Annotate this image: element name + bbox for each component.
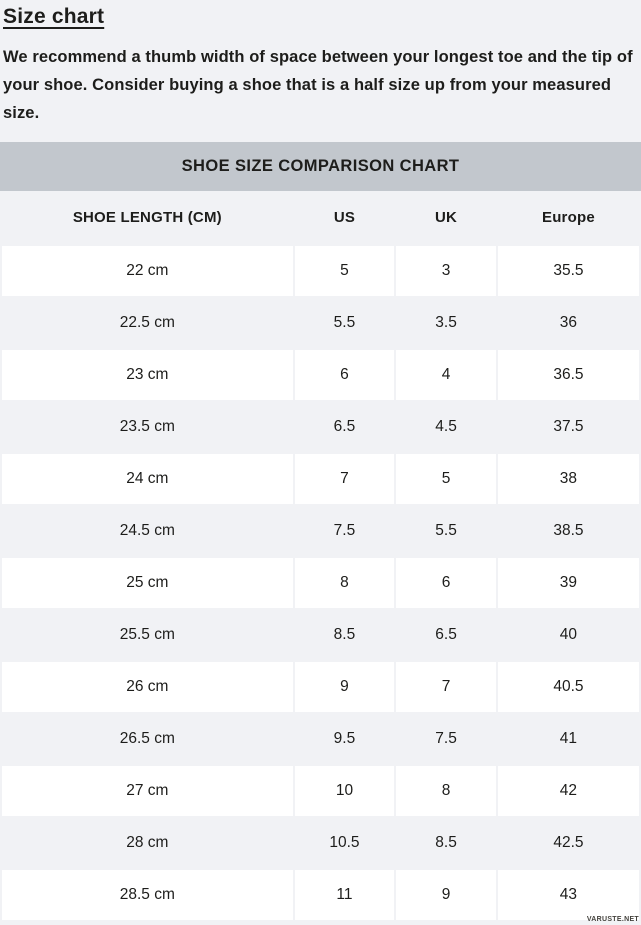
col-header-uk: UK (435, 209, 458, 226)
watermark: VARUSTE.NET (586, 916, 639, 923)
table-cell: 25.5 cm (0, 608, 295, 662)
table-cell: 9.5 (292, 712, 397, 766)
table-cell: 7.5 (292, 504, 397, 558)
table-row: 28.5 cm 11 9 43 (0, 868, 641, 922)
table-cell: 23 cm (0, 348, 295, 402)
table-cell: 7.5 (394, 712, 498, 766)
table-cell: 8 (394, 764, 498, 818)
table-cell: 26.5 cm (0, 712, 295, 766)
table-cell: 4.5 (394, 400, 498, 454)
table-row: 24 cm 7 5 38 (0, 452, 641, 506)
table-title-bar: SHOE SIZE COMPARISON CHART (0, 142, 641, 191)
table-row: 23 cm 6 4 36.5 (0, 348, 641, 402)
table-cell: 25 cm (0, 556, 295, 610)
table-cell: 24.5 cm (0, 504, 295, 558)
table-cell: 3.5 (394, 296, 498, 350)
col-header-us: US (333, 209, 356, 226)
table-cell: 36 (495, 296, 641, 350)
table-row: 28 cm 10.5 8.5 42.5 (0, 816, 641, 870)
table-row: 26.5 cm 9.5 7.5 41 (0, 712, 641, 766)
table-cell: 8 (292, 556, 397, 610)
col-header-europe: Europe (541, 209, 595, 226)
table-cell: 28 cm (0, 816, 295, 870)
table-cell: 6.5 (394, 608, 498, 662)
table-body: 22 cm 5 3 35.5 22.5 cm 5.5 3.5 36 23 cm 6 4 36.5 23.… (0, 244, 641, 922)
table-cell: 40.5 (495, 660, 641, 714)
table-cell: 6 (292, 348, 397, 402)
table-cell: 42 (495, 764, 641, 818)
page-title: Size chart (3, 5, 105, 28)
size-comparison-table: SHOE LENGTH (CM) US UK Europe 22 cm 5 3 35.… (0, 191, 641, 922)
table-cell: 9 (394, 868, 498, 922)
table-row: 25 cm 8 6 39 (0, 556, 641, 610)
table-row: 22 cm 5 3 35.5 (0, 244, 641, 298)
table-cell: 26 cm (0, 660, 295, 714)
table-cell: 40 (495, 608, 641, 662)
table-row: 25.5 cm 8.5 6.5 40 (0, 608, 641, 662)
table-cell: 9 (292, 660, 397, 714)
table-cell: 7 (292, 452, 397, 506)
table-cell: 5.5 (394, 504, 498, 558)
table-title: SHOE SIZE COMPARISON CHART (181, 157, 460, 175)
table-cell: 5 (394, 452, 498, 506)
table-cell: 8.5 (292, 608, 397, 662)
table-cell: 5 (292, 244, 397, 298)
table-cell: 27 cm (0, 764, 295, 818)
table-cell: 6 (394, 556, 498, 610)
table-cell: 38 (495, 452, 641, 506)
table-cell: 5.5 (292, 296, 397, 350)
table-cell: 3 (394, 244, 498, 298)
table-cell: 24 cm (0, 452, 295, 506)
table-cell: 22.5 cm (0, 296, 295, 350)
table-cell: 7 (394, 660, 498, 714)
table-cell: 4 (394, 348, 498, 402)
table-cell: 35.5 (495, 244, 641, 298)
table-cell: 6.5 (292, 400, 397, 454)
table-row: 27 cm 10 8 42 (0, 764, 641, 818)
table-cell: 39 (495, 556, 641, 610)
table-cell: 42.5 (495, 816, 641, 870)
table-row: 24.5 cm 7.5 5.5 38.5 (0, 504, 641, 558)
table-row: 26 cm 9 7 40.5 (0, 660, 641, 714)
table-cell: 38.5 (495, 504, 641, 558)
table-row: 22.5 cm 5.5 3.5 36 (0, 296, 641, 350)
table-cell: 11 (292, 868, 397, 922)
table-cell: 8.5 (394, 816, 498, 870)
intro-text: We recommend a thumb width of space betw… (3, 48, 633, 122)
table-cell: 28.5 cm (0, 868, 295, 922)
table-cell: 22 cm (0, 244, 295, 298)
table-cell: 36.5 (495, 348, 641, 402)
table-cell: 37.5 (495, 400, 641, 454)
table-cell: 10 (292, 764, 397, 818)
table-header-row: SHOE LENGTH (CM) US UK Europe (1, 191, 640, 245)
table-cell: 23.5 cm (0, 400, 295, 454)
col-header-shoe-length: SHOE LENGTH (CM) (72, 209, 222, 226)
table-cell: 43 (495, 868, 641, 922)
table-cell: 41 (495, 712, 641, 766)
table-row: 23.5 cm 6.5 4.5 37.5 (0, 400, 641, 454)
table-cell: 10.5 (292, 816, 397, 870)
